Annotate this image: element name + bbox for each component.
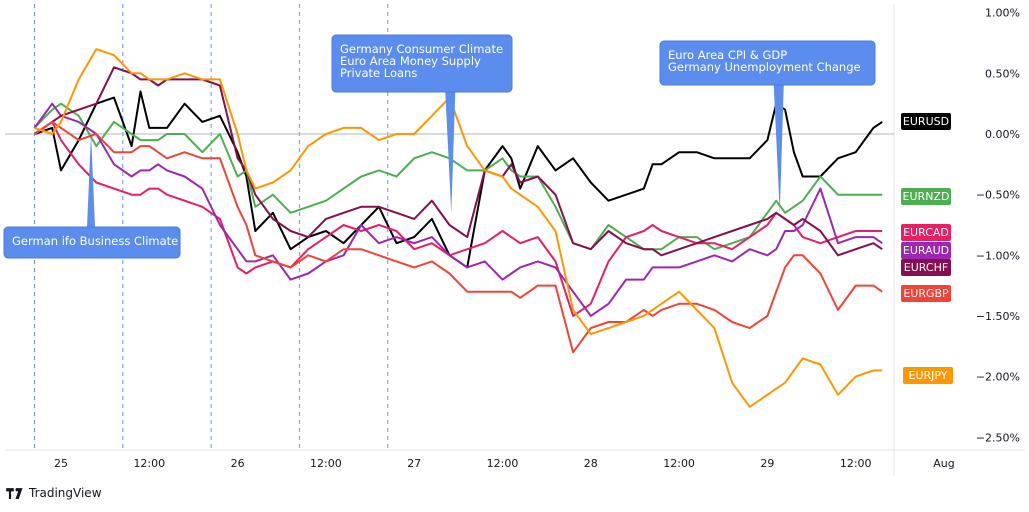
y-tick-label: 1.00% xyxy=(985,7,1020,20)
y-tick-label: −1.50% xyxy=(976,310,1020,323)
price-tag-label: EURAUD xyxy=(903,244,949,257)
time-axis[interactable]: 25 12:00 26 12:00 27 12:00 28 12:00 29 12:00 Aug xyxy=(54,457,955,470)
price-tag-label: EURCHF xyxy=(904,261,948,274)
price-tag-label: EURGBP xyxy=(903,287,949,300)
y-tick-label: −1.00% xyxy=(976,249,1020,262)
y-tick-label: −0.50% xyxy=(976,189,1020,202)
callout-box xyxy=(3,226,181,259)
series-line-eurcad[interactable] xyxy=(33,120,883,317)
price-tag-label: EURCAD xyxy=(903,226,949,239)
series-price-tags: EURUSD EURNZD EURCAD EURAUD EURCHF EURGBP EURJ… xyxy=(901,113,953,384)
y-tick-label: 0.00% xyxy=(985,128,1020,141)
price-tag-box xyxy=(901,242,951,259)
x-tick-label: 26 xyxy=(231,457,245,470)
y-tick-label: −2.00% xyxy=(976,371,1020,384)
series-line-eurgbp[interactable] xyxy=(33,120,883,354)
x-tick-label: 29 xyxy=(760,457,774,470)
x-tick-label: 12:00 xyxy=(840,457,872,470)
price-tag-label: EURNZD xyxy=(903,190,950,203)
x-tick-label: 12:00 xyxy=(133,457,165,470)
series-line-eurchf[interactable] xyxy=(33,66,883,257)
price-tag-eurnzd: EURNZD xyxy=(901,188,951,205)
callout-text-line: Euro Area Money Supply xyxy=(340,54,481,68)
callout-pointer xyxy=(445,92,456,213)
series-line-euraud[interactable] xyxy=(33,102,883,317)
series-line-eurjpy[interactable] xyxy=(34,48,883,408)
x-tick-label: 28 xyxy=(584,457,598,470)
callout-text-line: Germany Unemployment Change xyxy=(668,60,861,74)
x-tick-label: 12:00 xyxy=(310,457,342,470)
price-tag-box xyxy=(901,224,951,241)
series-layer xyxy=(33,48,883,408)
x-tick-label: 27 xyxy=(407,457,421,470)
x-tick-label: 25 xyxy=(54,457,68,470)
price-tag-label: EURUSD xyxy=(903,115,949,128)
price-axis[interactable]: 1.00% 0.50% 0.00% −0.50% −1.00% −1.50% −2.00% −… xyxy=(976,7,1020,445)
price-tag-box xyxy=(903,367,953,384)
callout-text-line: Euro Area CPI & GDP xyxy=(668,48,787,62)
price-tag-box xyxy=(901,113,951,130)
y-tick-label: −2.50% xyxy=(976,431,1020,444)
price-tag-eurusd: EURUSD xyxy=(901,113,951,130)
callout-text-line: German ifo Business Climate xyxy=(12,234,178,248)
price-tag-box xyxy=(901,285,951,302)
callout-box xyxy=(659,40,876,86)
y-tick-label: 0.50% xyxy=(985,67,1020,80)
tradingview-brand[interactable]: TradingView xyxy=(6,486,102,500)
annotation-layer[interactable]: German ifo Business Climate Germany Consu… xyxy=(3,34,876,259)
price-tag-euraud: EURAUD xyxy=(901,242,951,259)
callout-box xyxy=(331,34,513,93)
event-callout-0[interactable]: German ifo Business Climate xyxy=(3,134,181,259)
price-tag-eurgbp: EURGBP xyxy=(901,285,951,302)
brand-name: TradingView xyxy=(29,486,102,500)
callout-text-line: Germany Consumer Climate xyxy=(340,42,503,56)
price-tag-eurchf: EURCHF xyxy=(901,259,951,276)
callout-pointer xyxy=(773,85,784,213)
x-tick-label: 12:00 xyxy=(663,457,695,470)
price-tag-eurjpy: EURJPY xyxy=(903,367,953,384)
callout-text-line: Private Loans xyxy=(340,66,417,80)
x-tick-label: Aug xyxy=(933,457,954,470)
price-tag-label: EURJPY xyxy=(909,369,948,382)
price-tag-box xyxy=(901,188,951,205)
callout-pointer xyxy=(87,134,96,227)
x-tick-label: 12:00 xyxy=(487,457,519,470)
price-tag-eurcad: EURCAD xyxy=(901,224,951,241)
tradingview-logo-icon xyxy=(6,488,23,499)
price-tag-box xyxy=(901,259,951,276)
